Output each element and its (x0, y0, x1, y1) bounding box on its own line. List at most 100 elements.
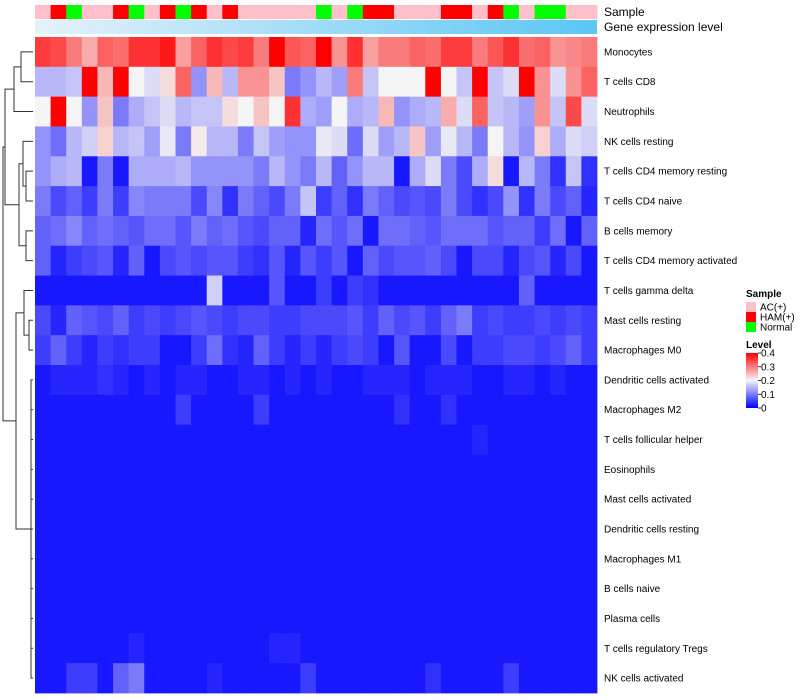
heatmap-cell (581, 305, 598, 336)
heatmap-cell (581, 335, 598, 366)
heatmap-cell (347, 603, 364, 634)
heatmap-cell (565, 96, 582, 127)
heatmap-cell (144, 275, 161, 306)
heatmap-cell (206, 543, 223, 575)
heatmap-cell (144, 424, 161, 455)
heatmap-cell (487, 424, 504, 455)
heatmap-cell (316, 365, 333, 396)
sample-annotation-cell (128, 5, 145, 19)
heatmap-cell (503, 543, 520, 575)
row-label: Macrophages M1 (604, 554, 682, 565)
row-label: Dendritic cells resting (604, 525, 699, 536)
heatmap-cell (440, 335, 457, 366)
heatmap-cell (565, 514, 582, 545)
heatmap-cell (284, 37, 301, 68)
heatmap-cell (191, 514, 208, 545)
heatmap-cell (237, 514, 254, 545)
heatmap-cell (97, 543, 114, 575)
heatmap-cell (550, 603, 567, 634)
heatmap-cell (550, 305, 567, 336)
heatmap-cell (35, 424, 52, 455)
heatmap-cell (503, 126, 520, 157)
heatmap-cell (347, 245, 364, 276)
heatmap-cell (159, 603, 176, 634)
heatmap-cell (456, 96, 473, 127)
heatmap-cell (50, 66, 67, 98)
heatmap-cell (550, 66, 567, 98)
heatmap-cell (394, 245, 411, 276)
heatmap-cell (128, 514, 145, 545)
heatmap-cell (534, 365, 551, 396)
heatmap-cell (440, 96, 457, 127)
heatmap-cell (472, 424, 489, 455)
legend-level-colorbar (746, 353, 758, 408)
heatmap-cell (472, 156, 489, 187)
heatmap-cell (456, 573, 473, 604)
heatmap-cell (159, 156, 176, 187)
heatmap-cell (191, 663, 208, 694)
heatmap-cell (97, 633, 114, 664)
sample-annotation-cell (362, 5, 379, 19)
heatmap-cell (191, 394, 208, 426)
heatmap-cell (113, 37, 130, 68)
heatmap-cell (66, 603, 83, 634)
heatmap-cell (565, 126, 582, 157)
heatmap-cell (394, 424, 411, 455)
heatmap-cell (66, 245, 83, 276)
heatmap-cell (284, 573, 301, 604)
heatmap-cell (362, 663, 379, 694)
heatmap-cell (284, 484, 301, 515)
heatmap-cell (253, 275, 270, 306)
row-label: Dendritic cells activated (604, 375, 709, 386)
heatmap-cell (503, 424, 520, 455)
row-label: Plasma cells (604, 614, 660, 625)
heatmap-cell (237, 275, 254, 306)
heatmap-cell (425, 484, 442, 515)
heatmap-cell (456, 424, 473, 455)
heatmap-cell (35, 37, 52, 68)
heatmap-cell (331, 156, 348, 187)
heatmap-cell (331, 394, 348, 426)
heatmap-cell (175, 96, 192, 127)
heatmap-cell (113, 126, 130, 157)
heatmap-cell (113, 633, 130, 664)
heatmap-cell (253, 424, 270, 455)
heatmap-cell (487, 66, 504, 98)
heatmap-cell (487, 335, 504, 366)
heatmap-cell (487, 633, 504, 664)
heatmap-cell (534, 66, 551, 98)
heatmap-cell (81, 454, 98, 485)
heatmap-cell (128, 305, 145, 336)
heatmap-cell (394, 275, 411, 306)
row-label: T cells follicular helper (604, 435, 703, 446)
heatmap-cell (284, 454, 301, 485)
heatmap-cell (159, 186, 176, 217)
heatmap-cell (425, 186, 442, 217)
heatmap-cell (66, 156, 83, 187)
heatmap-cell (347, 156, 364, 187)
heatmap-cell (284, 365, 301, 396)
heatmap-cell (503, 96, 520, 127)
heatmap-cell (222, 335, 239, 366)
heatmap-cell (253, 454, 270, 485)
heatmap-cell (206, 663, 223, 694)
heatmap-cell (35, 156, 52, 187)
heatmap-cell (113, 215, 130, 247)
heatmap-cell (128, 424, 145, 455)
heatmap-cell (300, 573, 317, 604)
heatmap-cell (35, 484, 52, 515)
heatmap-cell (534, 573, 551, 604)
heatmap-cell (113, 275, 130, 306)
heatmap-cell (331, 186, 348, 217)
heatmap-cell (331, 275, 348, 306)
heatmap-cell (50, 484, 67, 515)
heatmap-cell (331, 603, 348, 634)
heatmap-cell (534, 424, 551, 455)
heatmap-cell (35, 186, 52, 217)
heatmap-cell (394, 663, 411, 694)
heatmap-cell (472, 663, 489, 694)
heatmap-cell (35, 543, 52, 575)
heatmap-cell (206, 424, 223, 455)
heatmap-cell (425, 37, 442, 68)
heatmap-cell (456, 66, 473, 98)
